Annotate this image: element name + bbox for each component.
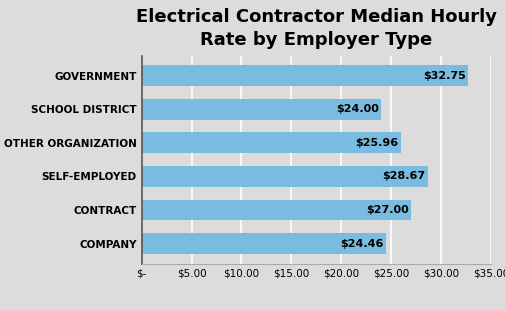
Text: $24.00: $24.00 xyxy=(335,104,378,114)
Title: Electrical Contractor Median Hourly
Rate by Employer Type: Electrical Contractor Median Hourly Rate… xyxy=(135,8,496,49)
Bar xyxy=(141,166,427,187)
Text: $25.96: $25.96 xyxy=(355,138,398,148)
Bar xyxy=(141,233,385,254)
Text: $32.75: $32.75 xyxy=(423,71,466,81)
Text: $27.00: $27.00 xyxy=(366,205,408,215)
Text: $28.67: $28.67 xyxy=(382,171,425,181)
Bar xyxy=(141,65,468,86)
Text: $24.46: $24.46 xyxy=(340,239,383,249)
Bar xyxy=(141,99,380,120)
Bar xyxy=(141,132,400,153)
Bar xyxy=(141,200,410,220)
